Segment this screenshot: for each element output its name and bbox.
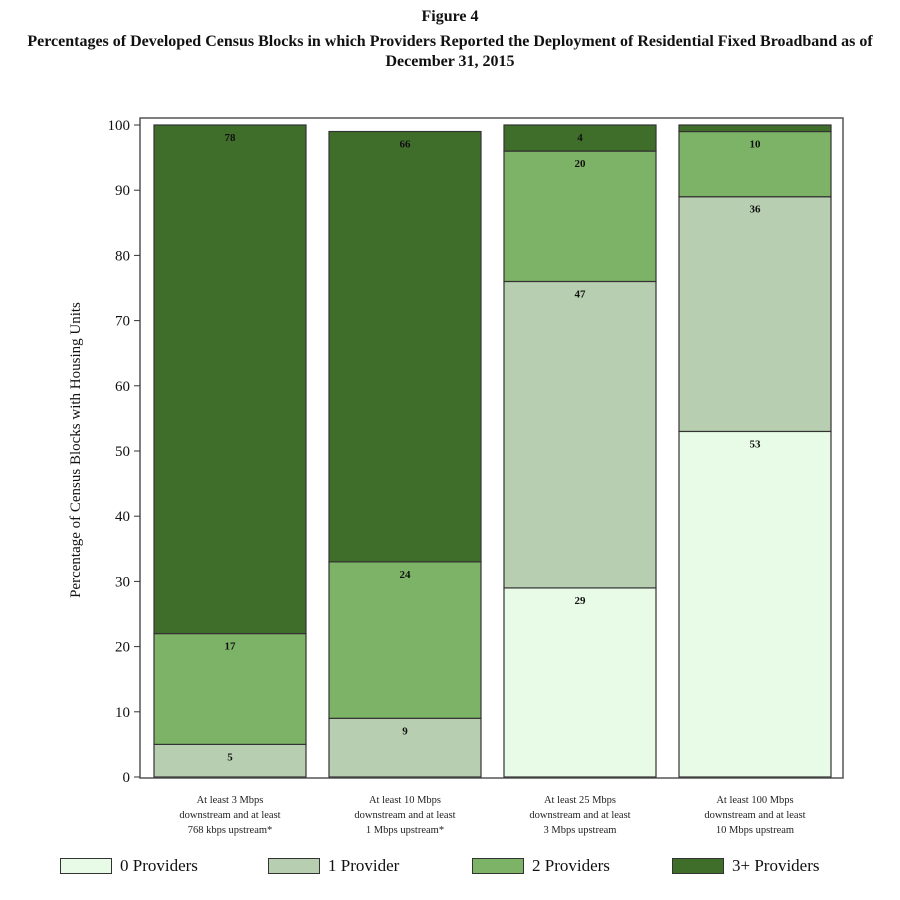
data-label: 47 xyxy=(575,288,587,300)
legend-swatch-2-providers xyxy=(472,858,524,874)
x-tick-label: 10 Mbps upstream xyxy=(716,825,794,836)
y-axis-label: Percentage of Census Blocks with Housing… xyxy=(68,302,84,598)
legend-label-3plus-providers: 3+ Providers xyxy=(732,856,820,875)
x-tick-label: 768 kbps upstream* xyxy=(188,825,273,836)
data-label: 78 xyxy=(225,132,237,144)
legend-label-0-providers: 0 Providers xyxy=(120,856,198,875)
x-tick-label: downstream and at least xyxy=(529,810,630,821)
y-tick-label: 100 xyxy=(108,118,131,134)
bar-segment xyxy=(328,130,482,563)
legend-swatch-1-provider xyxy=(268,858,320,874)
bar-segment xyxy=(503,280,657,589)
y-tick-label: 0 xyxy=(123,770,131,786)
bar-segment xyxy=(678,196,832,433)
y-tick-label: 20 xyxy=(115,640,130,656)
legend-label-2-providers: 2 Providers xyxy=(532,856,610,875)
data-label: 17 xyxy=(225,641,237,653)
x-tick-label: 3 Mbps upstream xyxy=(544,825,617,836)
y-tick-label: 30 xyxy=(115,574,130,590)
x-tick-label: downstream and at least xyxy=(354,810,455,821)
y-tick-label: 70 xyxy=(115,314,130,330)
bar-segment xyxy=(153,743,307,778)
data-label: 10 xyxy=(750,139,762,151)
legend-item-1-provider: 1 Provider xyxy=(268,856,399,876)
legend: 0 Providers 1 Provider 2 Providers 3+ Pr… xyxy=(60,856,860,880)
bar-segment xyxy=(678,430,832,778)
legend-label-1-provider: 1 Provider xyxy=(328,856,400,875)
x-tick-label: At least 3 Mbps xyxy=(197,795,264,806)
legend-swatch-0-providers xyxy=(60,858,112,874)
data-label: 24 xyxy=(400,569,412,581)
bar-segment xyxy=(503,124,657,152)
data-label: 66 xyxy=(400,139,412,151)
legend-item-2-providers: 2 Providers xyxy=(472,856,610,876)
data-label: 5 xyxy=(227,751,233,763)
bar-segment xyxy=(328,717,482,778)
legend-item-0-providers: 0 Providers xyxy=(60,856,198,876)
x-tick-label: At least 10 Mbps xyxy=(369,795,441,806)
data-label: 53 xyxy=(750,438,762,450)
data-label: 36 xyxy=(750,204,762,216)
x-tick-label: downstream and at least xyxy=(704,810,805,821)
data-label: 4 xyxy=(577,132,583,144)
legend-item-3plus-providers: 3+ Providers xyxy=(672,856,820,876)
x-tick-label: downstream and at least xyxy=(179,810,280,821)
bar-segment xyxy=(328,561,482,719)
y-tick-label: 90 xyxy=(115,183,130,199)
data-label: 20 xyxy=(575,158,587,170)
bar-segment xyxy=(153,632,307,745)
y-tick-label: 50 xyxy=(115,444,130,460)
data-label: 9 xyxy=(402,725,408,737)
y-tick-label: 40 xyxy=(115,509,130,525)
x-tick-label: At least 100 Mbps xyxy=(716,795,793,806)
y-tick-label: 10 xyxy=(115,705,130,721)
data-label: 29 xyxy=(575,595,587,607)
figure-title: Percentages of Developed Census Blocks i… xyxy=(27,33,873,70)
x-tick-label: At least 25 Mbps xyxy=(544,795,616,806)
y-tick-label: 60 xyxy=(115,379,130,395)
bar-segment xyxy=(678,130,832,198)
plot-frame xyxy=(139,117,844,779)
y-tick-label: 80 xyxy=(115,248,130,264)
bar-segment xyxy=(153,124,307,635)
bar-segment xyxy=(678,124,832,133)
bar-segment xyxy=(503,150,657,283)
bar-segment xyxy=(503,587,657,778)
x-tick-label: 1 Mbps upstream* xyxy=(366,825,444,836)
figure-label: Figure 4 xyxy=(421,8,479,25)
legend-swatch-3plus-providers xyxy=(672,858,724,874)
